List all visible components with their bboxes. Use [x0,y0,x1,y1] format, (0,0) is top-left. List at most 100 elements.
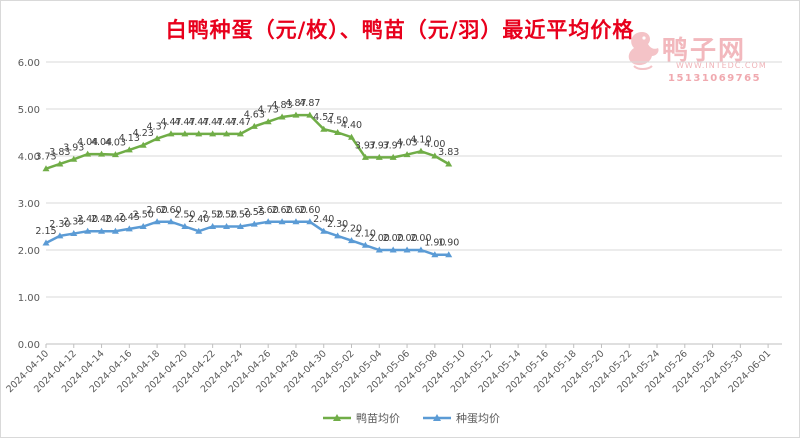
duck-logo-icon [628,32,659,70]
data-point-duckling [320,125,328,132]
data-point-egg [361,241,369,248]
data-label-egg: 2.10 [355,228,376,239]
data-label-egg: 1.90 [438,238,459,249]
data-point-duckling [445,160,453,167]
data-label-egg: 2.60 [271,205,292,216]
data-point-egg [223,223,231,229]
data-label-duckling: 4.23 [133,128,154,139]
data-label-egg: 2.50 [133,210,154,221]
data-point-duckling [209,130,217,137]
data-point-egg [70,230,78,237]
data-label-duckling: 3.93 [63,142,84,153]
data-point-duckling [431,152,439,159]
legend-swatch-egg [423,414,451,421]
watermark-name: 鸭子网 [662,36,747,66]
chart-title: 白鸭种蛋（元/枚）、鸭苗（元/羽）最近平均价格 [165,18,635,42]
data-label-egg: 2.60 [299,205,320,216]
y-axis-tick-labels: 0.00 1.00 2.00 3.00 4.00 5.00 6.00 [18,58,40,351]
data-label-egg: 2.40 [313,214,334,225]
data-point-duckling [375,153,383,160]
data-point-duckling [361,153,369,160]
y-tick-label: 5.00 [18,105,40,116]
data-point-duckling [292,111,300,118]
data-label-duckling: 4.47 [202,117,223,128]
data-label-egg: 2.60 [258,205,279,216]
legend-swatch-duckling [323,414,351,421]
data-label-duckling: 4.87 [299,98,320,109]
data-point-duckling [250,122,258,129]
data-label-egg: 2.50 [230,210,251,221]
watermark-url: WWW.INTEDC.COM [676,61,767,70]
data-point-duckling [56,160,64,167]
data-label-duckling: 4.87 [285,98,306,109]
data-label-egg: 2.40 [105,214,126,225]
data-point-duckling [195,130,203,137]
data-label-duckling: 4.57 [313,112,334,123]
watermark-phone: 15131069765 [668,73,762,84]
data-point-egg [278,218,286,225]
grid-lines [46,61,782,345]
data-point-duckling [153,135,161,142]
data-point-egg [403,246,411,253]
data-point-egg [167,218,175,225]
data-point-duckling [84,150,92,157]
data-label-duckling: 4.10 [410,134,431,145]
data-label-duckling: 4.04 [77,137,98,148]
y-tick-label: 1.00 [18,293,40,304]
watermark-logo: 鸭子网 WWW.INTEDC.COM 15131069765 [622,24,792,86]
data-label-egg: 2.00 [369,233,390,244]
legend: 鸭苗均价 种蛋均价 [322,410,500,426]
y-tick-label: 2.00 [18,246,40,257]
data-label-duckling: 4.63 [244,109,265,120]
data-point-duckling [403,151,411,158]
y-tick-label: 6.00 [18,58,40,69]
data-label-duckling: 4.03 [105,138,126,149]
data-label-egg: 2.20 [341,224,362,235]
data-point-egg [292,218,300,225]
data-label-egg: 2.30 [327,219,348,230]
data-point-egg [264,218,272,225]
data-point-egg [431,251,439,258]
data-point-egg [56,232,64,239]
data-point-duckling [306,111,314,118]
data-point-egg [334,232,342,239]
data-point-duckling [125,146,133,153]
data-point-duckling [139,141,147,148]
data-point-duckling [348,133,356,140]
data-label-egg: 2.50 [216,210,237,221]
data-label-egg: 2.35 [63,217,84,228]
data-point-egg [139,223,147,229]
data-point-duckling [278,113,286,120]
x-axis-tick-labels: 2024-04-102024-04-122024-04-142024-04-16… [4,344,773,395]
series-layer [42,111,453,258]
data-label-egg: 2.45 [119,212,140,223]
y-tick-label: 0.00 [18,340,40,351]
data-label-egg: 2.50 [174,210,195,221]
data-label-duckling: 3.83 [49,147,70,158]
data-point-duckling [70,155,78,162]
data-label-egg: 2.55 [244,207,265,218]
data-label-egg: 2.60 [160,205,181,216]
data-label-egg: 2.60 [147,205,168,216]
data-point-duckling [98,150,106,157]
legend-label-egg: 种蛋均价 [456,412,500,425]
data-label-egg: 2.40 [91,214,112,225]
data-point-egg [209,223,217,229]
data-point-egg [306,218,314,225]
data-point-egg [375,246,383,253]
legend-label-duckling: 鸭苗均价 [356,412,400,425]
data-label-duckling: 4.37 [147,122,168,133]
data-label-duckling: 4.83 [271,100,292,111]
data-point-egg [111,227,119,234]
data-label-duckling: 3.97 [369,140,390,151]
y-tick-label: 3.00 [18,199,40,210]
data-label-duckling: 3.83 [438,147,459,158]
data-label-duckling: 3.97 [383,140,404,151]
data-point-duckling [236,130,244,137]
data-label-duckling: 4.03 [396,138,417,149]
data-point-duckling [417,147,425,154]
data-point-egg [389,246,397,253]
y-tick-label: 4.00 [18,152,40,163]
data-point-duckling [42,165,50,172]
data-point-egg [445,251,453,258]
